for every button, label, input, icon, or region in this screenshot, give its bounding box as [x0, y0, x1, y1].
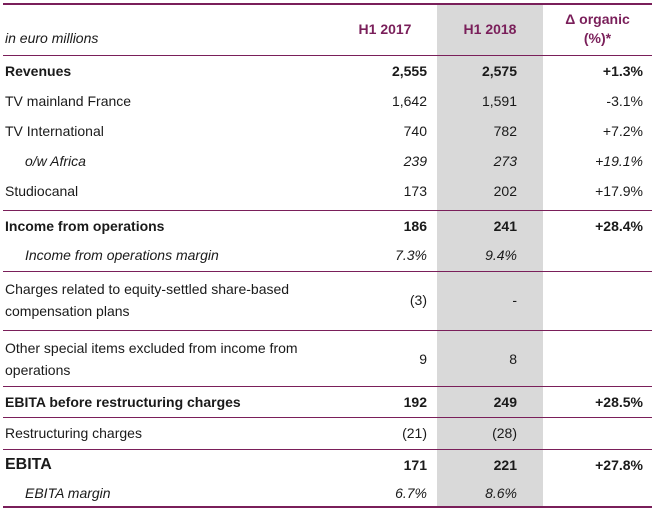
row-label: Studiocanal [5, 183, 79, 199]
value-h1-2018: 8.6% [485, 485, 517, 501]
row-label: Revenues [5, 63, 72, 79]
value-organic-delta: +28.4% [595, 218, 643, 234]
col-h1-2018-header: H1 2018 [463, 21, 517, 37]
row-label-line1: Charges related to equity-settled share-… [5, 281, 290, 297]
table-row: o/w Africa 239 273 +19.1% [3, 146, 652, 176]
row-label: EBITA margin [25, 485, 111, 501]
unit-label: in euro millions [5, 30, 99, 46]
value-organic-delta: +1.3% [602, 63, 643, 79]
row-label: EBITA [5, 456, 52, 473]
value-organic-delta [543, 480, 643, 506]
table-row: Charges related to equity-settled share-… [3, 272, 652, 328]
section-rule [3, 417, 652, 418]
value-h1-2017: 173 [403, 183, 427, 199]
row-label: EBITA before restructuring charges [5, 394, 241, 410]
value-h1-2018: 9.4% [485, 247, 517, 263]
row-label: o/w Africa [25, 153, 86, 169]
value-h1-2017: 239 [403, 153, 427, 169]
table-row: Income from operations margin 7.3% 9.4% [3, 241, 652, 269]
value-h1-2018: 221 [493, 457, 517, 473]
col-organic-delta-header: Δ organic (%)* [543, 5, 652, 53]
value-h1-2017: 2,555 [391, 63, 427, 79]
table-row: Other special items excluded from income… [3, 331, 652, 387]
value-h1-2018: 1,591 [481, 93, 517, 109]
row-label: Income from operations margin [25, 247, 219, 263]
row-label-line2: operations [5, 362, 71, 378]
value-h1-2017: 740 [403, 123, 427, 139]
top-rule [3, 3, 652, 5]
section-rule [3, 210, 652, 211]
table-row: Studiocanal 173 202 +17.9% [3, 176, 652, 206]
value-h1-2018: 782 [493, 123, 517, 139]
row-label: Charges related to equity-settled share-… [5, 272, 305, 328]
section-rule [3, 271, 652, 272]
value-h1-2018: 202 [493, 183, 517, 199]
value-organic-delta [543, 272, 643, 328]
table-row: TV mainland France 1,642 1,591 -3.1% [3, 86, 652, 116]
h1-2018-column-shading [437, 5, 543, 506]
value-h1-2017: 186 [403, 218, 427, 234]
value-h1-2017: (3) [409, 292, 427, 308]
value-organic-delta [543, 331, 643, 387]
header-row: in euro millions H1 2017 H1 2018 Δ organ… [3, 5, 652, 53]
value-h1-2018: (28) [492, 425, 517, 441]
value-h1-2018: 8 [509, 351, 517, 367]
row-label: Other special items excluded from income… [5, 331, 305, 387]
organic-delta-header-line2: (%)* [583, 30, 612, 46]
table-row: Revenues 2,555 2,575 +1.3% [3, 56, 652, 86]
value-organic-delta: +17.9% [595, 183, 643, 199]
value-h1-2017: 192 [403, 394, 427, 410]
organic-delta-header-line1: Δ organic [565, 11, 630, 27]
value-h1-2017: 6.7% [395, 485, 427, 501]
section-rule [3, 449, 652, 450]
value-h1-2017: 1,642 [391, 93, 427, 109]
value-h1-2018: 2,575 [481, 63, 517, 79]
value-h1-2017: (21) [402, 425, 427, 441]
table-row: Restructuring charges (21) (28) [3, 418, 652, 448]
value-h1-2017: 7.3% [395, 247, 427, 263]
table-row: Income from operations 186 241 +28.4% [3, 211, 652, 241]
row-label: TV International [5, 123, 104, 139]
value-organic-delta [543, 241, 643, 269]
value-organic-delta: -3.1% [606, 93, 643, 109]
header-rule [3, 55, 652, 56]
table-row: TV International 740 782 +7.2% [3, 116, 652, 146]
value-organic-delta: +7.2% [602, 123, 643, 139]
row-label-line2: compensation plans [5, 303, 130, 319]
value-organic-delta: +27.8% [595, 457, 643, 473]
row-label-line1: Other special items excluded from income… [5, 340, 298, 356]
value-organic-delta [543, 418, 643, 448]
financial-table: in euro millions H1 2017 H1 2018 Δ organ… [3, 3, 652, 509]
value-h1-2017: 9 [419, 351, 427, 367]
table-row: EBITA 171 221 +27.8% [3, 450, 652, 480]
row-label: TV mainland France [5, 93, 132, 109]
value-h1-2018: 273 [493, 153, 517, 169]
table-row: EBITA margin 6.7% 8.6% [3, 480, 652, 506]
section-rule [3, 386, 652, 387]
bottom-rule [3, 506, 652, 508]
row-label: Restructuring charges [5, 425, 142, 441]
section-rule [3, 330, 652, 331]
table-row: EBITA before restructuring charges 192 2… [3, 387, 652, 417]
value-h1-2018: 241 [493, 218, 517, 234]
row-label: Income from operations [5, 218, 165, 234]
col-h1-2017-header: H1 2017 [358, 21, 412, 37]
value-organic-delta: +19.1% [595, 153, 643, 169]
value-h1-2017: 171 [403, 457, 427, 473]
value-organic-delta: +28.5% [595, 394, 643, 410]
value-h1-2018: 249 [493, 394, 517, 410]
value-h1-2018: - [512, 292, 517, 308]
